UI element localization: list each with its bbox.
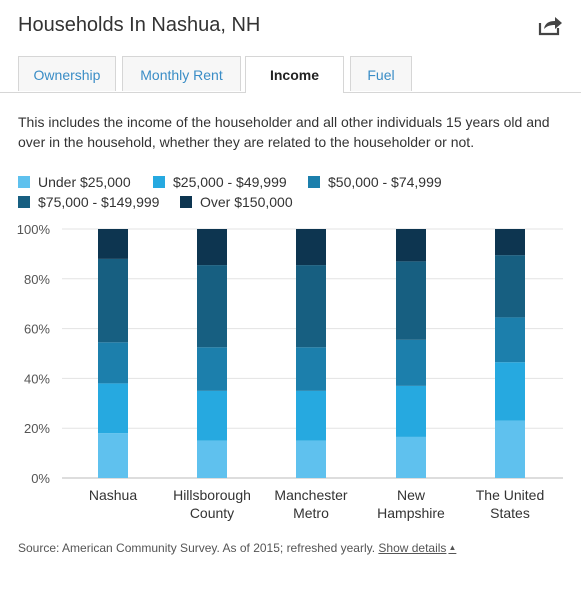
tab-income[interactable]: Income — [245, 56, 344, 93]
bar-segment — [495, 362, 525, 421]
y-tick-label: 100% — [17, 222, 51, 237]
bar-segment — [495, 255, 525, 318]
x-tick-label: Nashua — [89, 487, 137, 503]
legend-item-over-150000: Over $150,000 — [180, 192, 293, 212]
bar-segment — [396, 229, 426, 262]
tab-bar: Ownership Monthly Rent Income Fuel — [18, 56, 581, 93]
x-tick-label: The United — [476, 487, 544, 503]
x-tick-label: New — [397, 487, 426, 503]
bar-segment — [396, 339, 426, 386]
x-tick-label: Manchester — [274, 487, 347, 503]
legend-label: Under $25,000 — [38, 174, 131, 190]
y-tick-label: 20% — [24, 421, 50, 436]
bar-segment — [98, 433, 128, 478]
tab-monthly-rent[interactable]: Monthly Rent — [122, 56, 241, 91]
y-tick-label: 60% — [24, 322, 50, 337]
bar-segment — [98, 342, 128, 384]
bar-segment — [396, 261, 426, 340]
bar-segment — [396, 436, 426, 478]
page-title: Households In Nashua, NH — [18, 14, 261, 36]
legend-swatch — [18, 196, 30, 208]
header: Households In Nashua, NH — [18, 12, 563, 42]
bar-segment — [197, 265, 227, 348]
tab-ownership[interactable]: Ownership — [18, 56, 116, 91]
bar-segment — [197, 347, 227, 391]
legend-label: Over $150,000 — [200, 194, 293, 210]
legend-label: $25,000 - $49,999 — [173, 174, 287, 190]
legend-item-75000-149999: $75,000 - $149,999 — [18, 192, 159, 212]
bar-segment — [197, 390, 227, 441]
bar-segment — [197, 229, 227, 266]
legend-swatch — [18, 176, 30, 188]
x-tick-label: States — [490, 505, 530, 521]
legend-label: $50,000 - $74,999 — [328, 174, 442, 190]
y-tick-label: 80% — [24, 272, 50, 287]
bar-segment — [98, 229, 128, 259]
source-text: Source: American Community Survey. As of… — [18, 541, 376, 555]
legend-swatch — [180, 196, 192, 208]
bar-segment — [98, 383, 128, 434]
legend-label: $75,000 - $149,999 — [38, 194, 160, 210]
bar-segment — [296, 229, 326, 266]
x-tick-label: Hampshire — [377, 505, 445, 521]
bar-segment — [296, 390, 326, 441]
tab-fuel[interactable]: Fuel — [350, 56, 412, 91]
bar-segment — [98, 258, 128, 343]
bar-segment — [495, 420, 525, 478]
stacked-bar-chart: 0% 20% 40% 60% 80% 100% Nashua Hillsborough Coun… — [17, 222, 563, 521]
show-details-link[interactable]: Show details ▲ — [378, 541, 457, 555]
caret-up-icon: ▲ — [448, 543, 457, 552]
bar-segment — [296, 265, 326, 348]
legend-swatch — [153, 176, 165, 188]
y-tick-label: 40% — [24, 371, 50, 386]
x-tick-label: Hillsborough — [173, 487, 251, 503]
bar-segment — [296, 440, 326, 478]
legend-swatch — [308, 176, 320, 188]
legend-item-50000-74999: $50,000 - $74,999 — [308, 172, 442, 192]
bar-segment — [495, 317, 525, 363]
x-tick-label: County — [190, 505, 234, 521]
y-tick-label: 0% — [31, 471, 50, 486]
legend-item-25000-49999: $25,000 - $49,999 — [153, 172, 287, 192]
x-tick-label: Metro — [293, 505, 329, 521]
bar-segment — [396, 385, 426, 437]
bar-segment — [197, 440, 227, 478]
footer: Source: American Community Survey. As of… — [18, 541, 456, 555]
bar-segment — [296, 347, 326, 391]
description: This includes the income of the househol… — [18, 114, 550, 150]
bar-segment — [495, 229, 525, 256]
legend-item-under-25000: Under $25,000 — [18, 172, 131, 192]
share-icon[interactable] — [537, 14, 563, 36]
